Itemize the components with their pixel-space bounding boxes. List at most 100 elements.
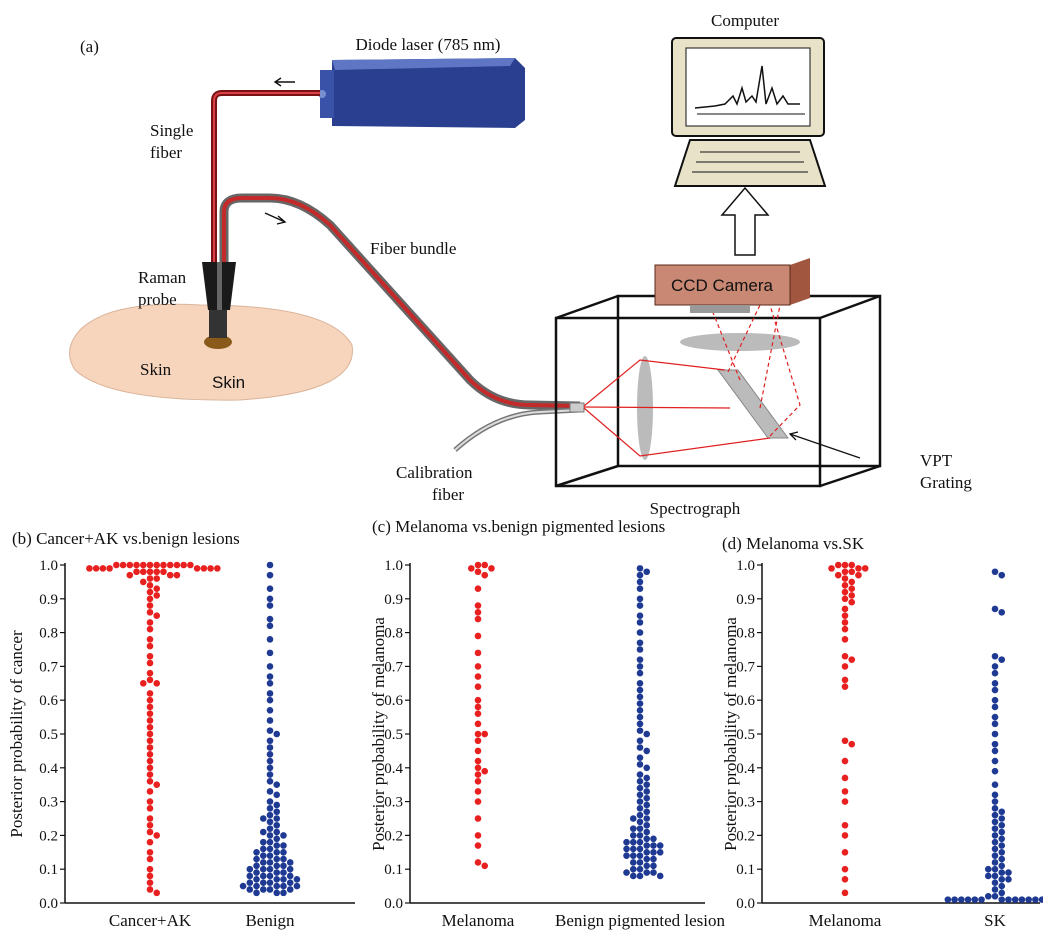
data-point [133, 562, 140, 569]
data-point [147, 609, 154, 616]
data-point [637, 761, 644, 768]
data-point [267, 572, 274, 579]
data-point [475, 704, 482, 711]
data-point [992, 568, 999, 575]
data-point [630, 873, 637, 880]
data-point [287, 873, 294, 880]
data-point [86, 565, 93, 572]
data-point [637, 846, 644, 853]
data-point [267, 859, 274, 866]
data-point [475, 697, 482, 704]
data-point [992, 893, 999, 900]
data-point [992, 670, 999, 677]
y-axis-label: Posterior probability of cancer [7, 630, 26, 838]
data-point [475, 842, 482, 849]
data-point [985, 873, 992, 880]
data-point [267, 744, 274, 751]
data-point [267, 839, 274, 846]
data-point [475, 616, 482, 623]
data-point [842, 849, 849, 856]
data-point [147, 737, 154, 744]
data-point [253, 890, 260, 897]
data-point [637, 687, 644, 694]
y-tick-label: 0.1 [736, 862, 755, 878]
data-point [147, 717, 154, 724]
data-point [650, 869, 657, 876]
data-point [280, 876, 287, 883]
data-point [147, 643, 154, 650]
data-point [637, 859, 644, 866]
chart-title: (d) Melanoma vs.SK [722, 534, 1022, 554]
data-point [643, 765, 650, 772]
y-tick-label: 0.1 [39, 862, 58, 878]
raman-probe-tip [209, 310, 227, 338]
data-point [637, 619, 644, 626]
data-point [280, 856, 287, 863]
data-point [643, 815, 650, 822]
y-axis-label: Posterior probability of melanoma [369, 617, 388, 851]
data-point [842, 677, 849, 684]
data-point [643, 748, 650, 755]
data-point [147, 582, 154, 589]
data-point [147, 778, 154, 785]
data-point [650, 863, 657, 870]
data-point [643, 802, 650, 809]
data-point [273, 822, 280, 829]
data-point [475, 765, 482, 772]
data-point [637, 792, 644, 799]
data-point [273, 842, 280, 849]
grating-label: Grating [920, 473, 972, 492]
data-point [623, 852, 630, 859]
data-point [287, 866, 294, 873]
data-point [475, 609, 482, 616]
data-point [992, 606, 999, 613]
data-point [267, 680, 274, 687]
data-point [247, 879, 254, 886]
data-point [637, 873, 644, 880]
data-point [945, 896, 952, 903]
data-point [643, 822, 650, 829]
data-point [992, 741, 999, 748]
data-point [643, 795, 650, 802]
data-point [147, 839, 154, 846]
data-point [637, 852, 644, 859]
data-point [842, 663, 849, 670]
data-point [630, 859, 637, 866]
data-point [643, 869, 650, 876]
data-point [127, 572, 134, 579]
data-point [842, 890, 849, 897]
data-point [630, 866, 637, 873]
data-point [280, 883, 287, 890]
data-point [147, 873, 154, 880]
y-tick-label: 0.5 [39, 727, 58, 743]
data-point [842, 619, 849, 626]
grating [718, 370, 788, 438]
data-point [992, 873, 999, 880]
data-point [992, 832, 999, 839]
panel-label: (d) [722, 534, 742, 553]
y-tick-label: 0.9 [39, 592, 58, 608]
data-point [240, 883, 247, 890]
data-point [992, 663, 999, 670]
data-point [842, 562, 849, 569]
data-point [153, 585, 160, 592]
data-point [280, 890, 287, 897]
data-point [167, 562, 174, 569]
data-point [992, 697, 999, 704]
data-point [623, 869, 630, 876]
data-point [273, 808, 280, 815]
panel-label: (b) [12, 529, 32, 548]
y-tick-label: 0.6 [39, 693, 58, 709]
data-point [1005, 896, 1012, 903]
data-point [267, 832, 274, 839]
data-point [475, 568, 482, 575]
y-tick-label: 0.0 [736, 896, 755, 912]
data-point [637, 737, 644, 744]
data-point [972, 896, 979, 903]
arrow [790, 432, 860, 458]
data-point [475, 798, 482, 805]
data-point [637, 639, 644, 646]
data-point [650, 856, 657, 863]
data-point [992, 768, 999, 775]
panel-label: (a) [80, 37, 99, 56]
